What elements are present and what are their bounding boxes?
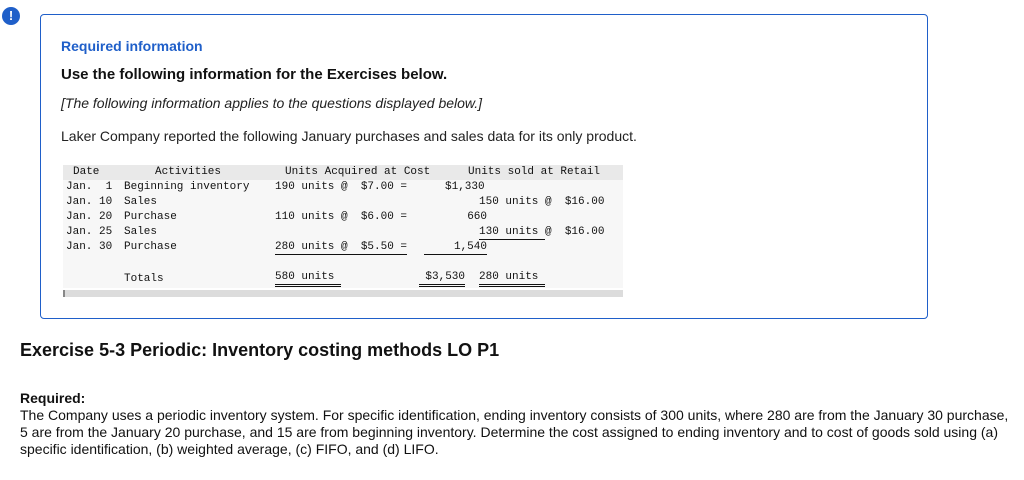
table-row-acquired: 190 units @ $7.00 = <box>275 181 408 193</box>
totals-cost: $3,530 <box>419 271 465 287</box>
alert-icon: ! <box>2 7 20 25</box>
table-row-date: Jan. 1 <box>66 181 113 193</box>
header-activities: Activities <box>155 166 222 178</box>
totals-sold: 280 units <box>479 271 545 287</box>
table-row-acquired: 110 units @ $6.00 = <box>275 211 408 223</box>
table-row-sold: 130 units @ $16.00 <box>479 226 605 238</box>
totals-label: Totals <box>124 273 164 285</box>
table-row-cost: 1,540 <box>424 241 487 255</box>
table-row-activity: Purchase <box>124 241 177 253</box>
table-row-sold: 150 units @ $16.00 <box>479 196 605 208</box>
required-text: The Company uses a periodic inventory sy… <box>20 407 1009 457</box>
required-information-heading: Required information <box>61 38 203 54</box>
instructions-heading: Use the following information for the Ex… <box>61 66 448 83</box>
exercise-title: Exercise 5-3 Periodic: Inventory costing… <box>20 340 500 360</box>
applies-note: [The following information applies to th… <box>61 95 483 111</box>
table-row-activity: Sales <box>124 226 158 238</box>
header-date: Date <box>73 166 100 178</box>
table-header: Date Activities Units Acquired at Cost U… <box>63 165 623 180</box>
table-row-date: Jan. 25 <box>66 226 113 238</box>
table-row-activity: Sales <box>124 196 158 208</box>
table-row-cost: $1,330 <box>445 181 485 193</box>
sold-underline <box>479 239 545 240</box>
header-units-acquired: Units Acquired at Cost <box>285 166 431 178</box>
table-row-acquired: 280 units @ $5.50 = <box>275 241 408 255</box>
header-units-sold: Units sold at Retail <box>468 166 601 178</box>
required-label: Required: <box>20 390 86 406</box>
table-row-date: Jan. 30 <box>66 241 113 253</box>
totals-units: 580 units <box>275 271 341 287</box>
table-row-date: Jan. 10 <box>66 196 113 208</box>
table-row-activity: Purchase <box>124 211 177 223</box>
company-description: Laker Company reported the following Jan… <box>61 128 637 144</box>
table-row-activity: Beginning inventory <box>124 181 250 193</box>
table-row-cost: 660 <box>467 211 487 223</box>
table-row-date: Jan. 20 <box>66 211 113 223</box>
table-body: Jan. 1 Beginning inventory 190 units @ $… <box>63 180 623 288</box>
required-information-panel: Required information Use the following i… <box>40 14 928 319</box>
horizontal-scrollbar[interactable] <box>63 290 623 297</box>
